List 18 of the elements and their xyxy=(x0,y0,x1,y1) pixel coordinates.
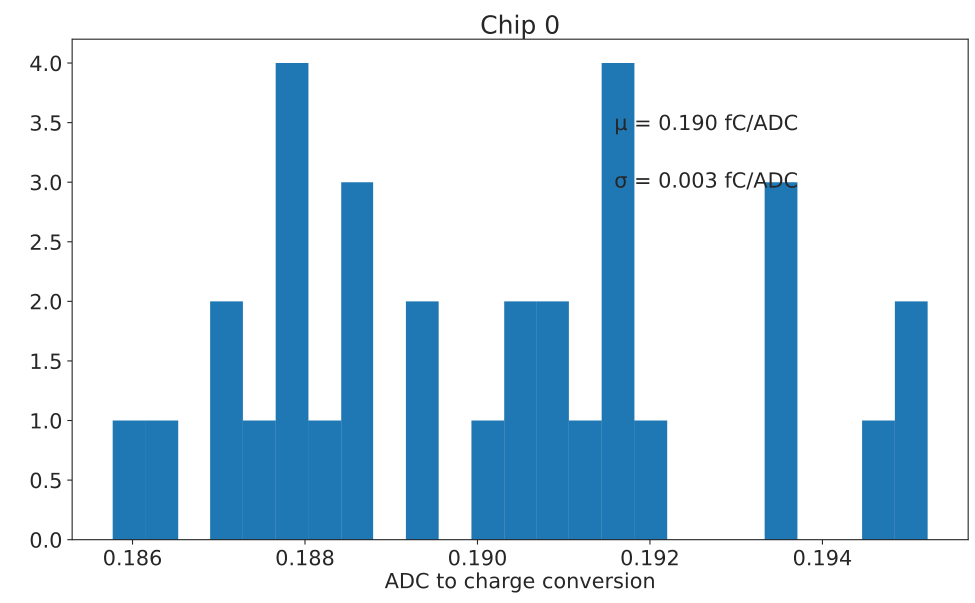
y-tick-label: 3.5 xyxy=(30,115,61,131)
chart-title: Chip 0 xyxy=(482,14,558,39)
x-tick-label: 0.188 xyxy=(276,550,334,566)
y-tick-label: 2.5 xyxy=(30,234,61,250)
y-tick-label: 3.0 xyxy=(30,174,62,190)
annotation: μ = 0.190 fC/ADC xyxy=(616,114,798,134)
y-tick-label: 0.0 xyxy=(30,532,62,548)
y-tick-label: 4.0 xyxy=(30,55,62,72)
x-axis-title: ADC to charge conversion xyxy=(384,572,654,593)
y-tick-label: 1.5 xyxy=(32,354,61,370)
annotation: σ = 0.003 fC/ADC xyxy=(615,172,798,190)
y-tick-label: 1.0 xyxy=(32,412,62,429)
x-tick-label: 0.192 xyxy=(622,550,678,566)
x-tick-label: 0.194 xyxy=(794,550,852,566)
y-tick-label: 0.5 xyxy=(30,472,61,488)
y-tick-label: 2.0 xyxy=(30,294,62,310)
x-tick-label: 0.186 xyxy=(104,550,162,566)
x-tick-label: 0.190 xyxy=(449,550,506,566)
